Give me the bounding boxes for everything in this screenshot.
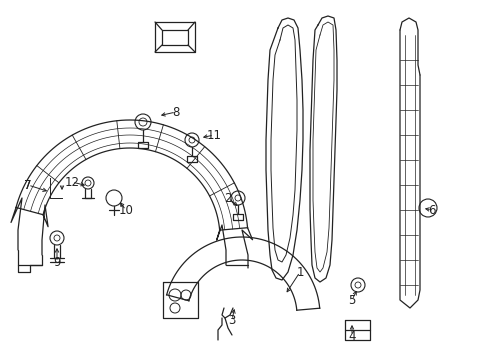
Text: 7: 7 — [24, 179, 32, 192]
Text: 3: 3 — [228, 314, 235, 327]
Text: 8: 8 — [172, 105, 179, 118]
Text: 7: 7 — [24, 179, 32, 192]
Text: 1: 1 — [296, 266, 303, 279]
Text: 6: 6 — [427, 203, 435, 216]
Text: 2: 2 — [224, 192, 231, 204]
Text: 4: 4 — [347, 329, 355, 342]
Text: 12: 12 — [64, 176, 80, 189]
Text: 10: 10 — [118, 203, 133, 216]
Text: 11: 11 — [206, 129, 221, 141]
Text: 9: 9 — [53, 256, 61, 269]
Text: 5: 5 — [347, 293, 355, 306]
